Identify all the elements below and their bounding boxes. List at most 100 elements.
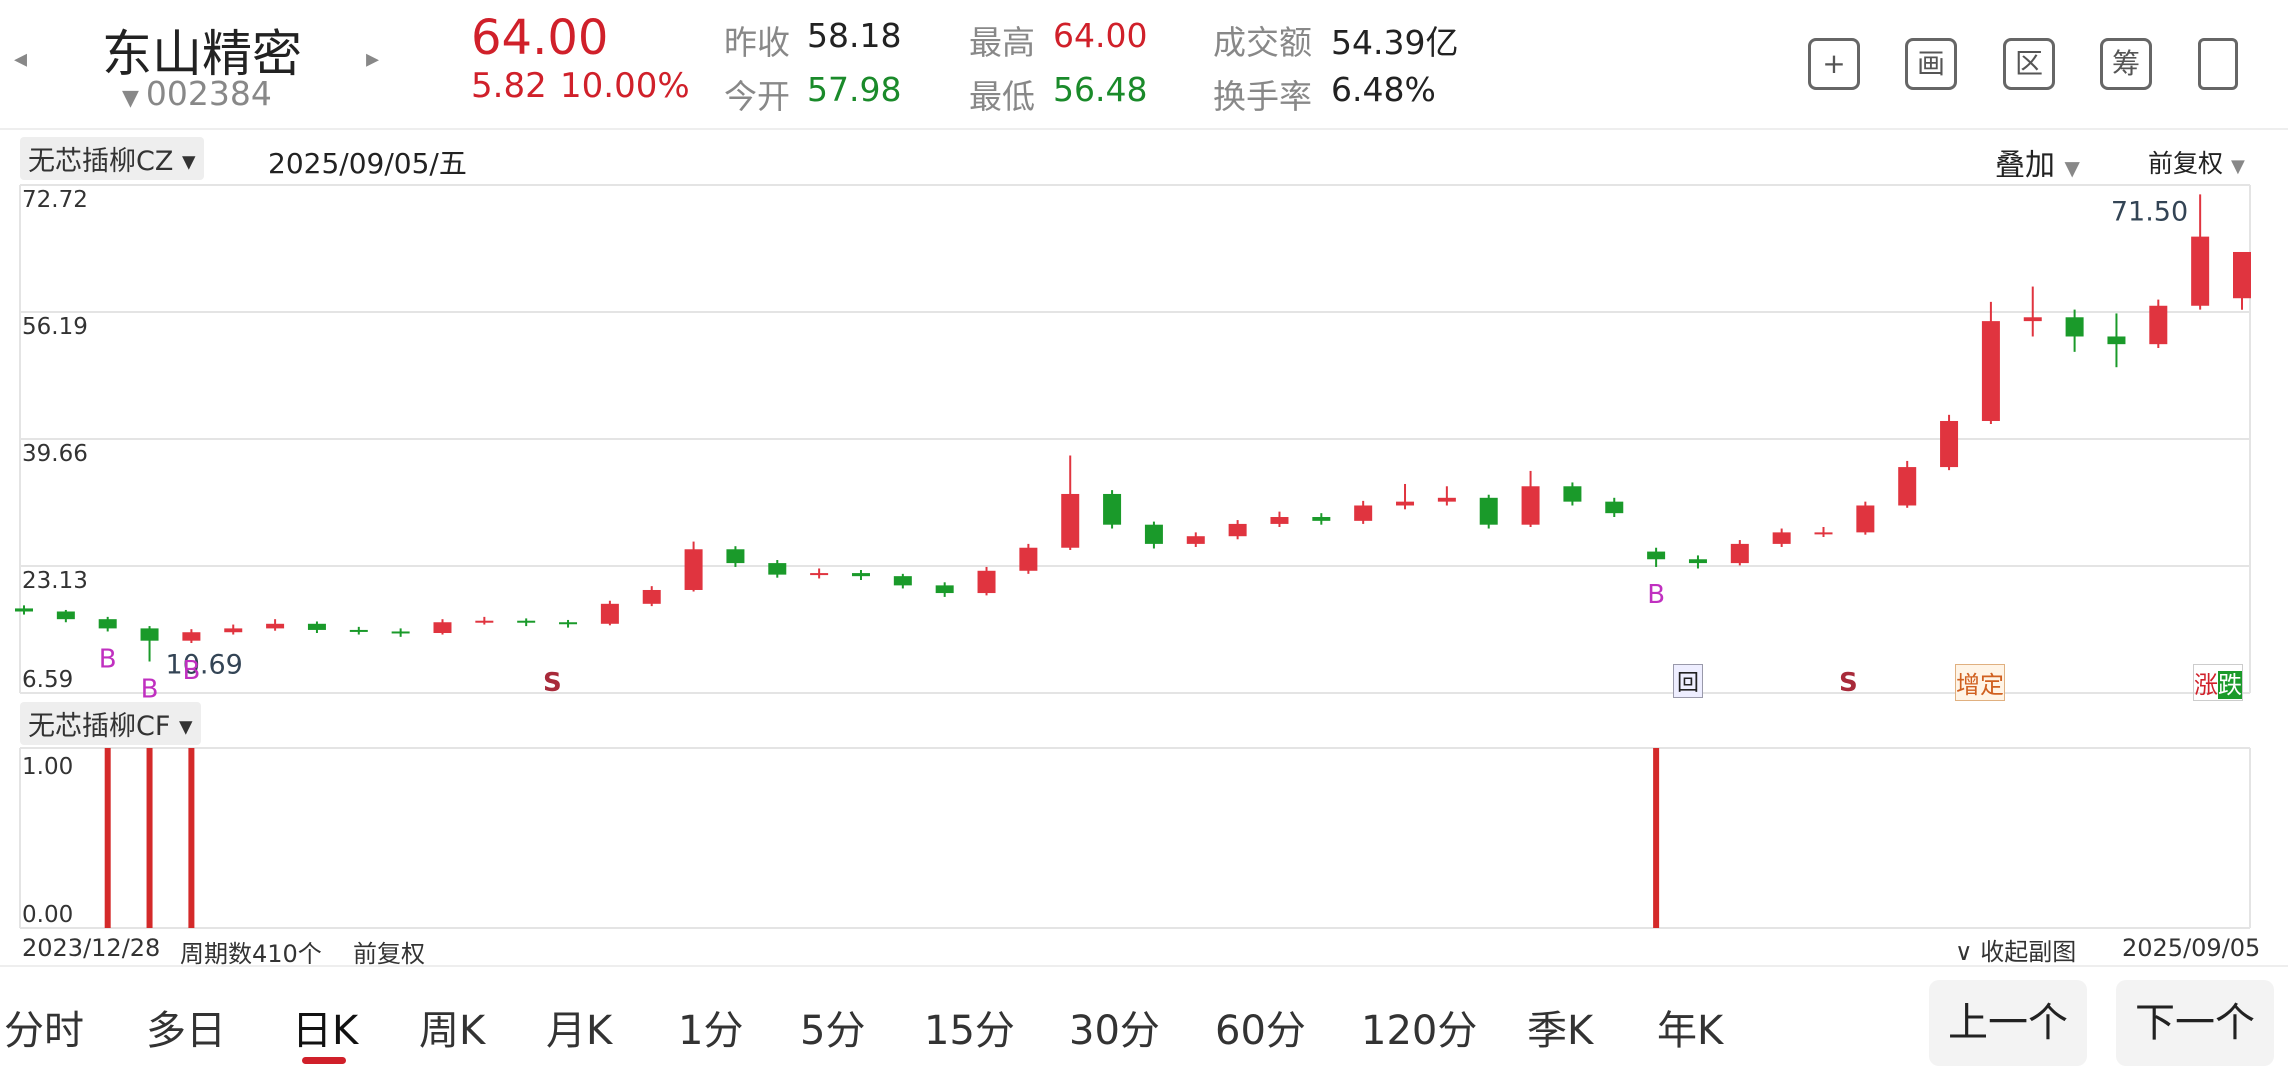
- stat-label: 最低: [969, 77, 1035, 116]
- tab[interactable]: 多日: [146, 1008, 226, 1054]
- candle-body: [1437, 497, 1456, 502]
- y-tick-label: 39.66: [22, 441, 88, 467]
- next-stock[interactable]: ▸: [366, 44, 380, 74]
- signal-label: B: [1647, 580, 1665, 610]
- marker-s: S: [1839, 668, 1858, 698]
- candle-body: [224, 628, 243, 633]
- stat-label: 成交额: [1213, 23, 1312, 62]
- adjust-footer: 前复权: [353, 940, 425, 968]
- start-date: 2023/12/28: [22, 934, 161, 962]
- chip-icon[interactable]: 筹: [2100, 38, 2152, 90]
- collapse[interactable]: ∨ 收起副图: [1955, 938, 2077, 966]
- adjust-label: 前复权: [2148, 149, 2224, 178]
- candle-body: [1605, 501, 1624, 514]
- tab[interactable]: 日K: [292, 1008, 359, 1054]
- indicator: 无芯插柳CZ: [28, 146, 174, 177]
- stat-value: 56.48: [1053, 70, 1148, 109]
- price: 64.00: [471, 10, 609, 66]
- candle-body: [391, 631, 410, 634]
- candle-body: [1688, 559, 1707, 564]
- phone-icon[interactable]: [2198, 38, 2238, 90]
- stat-value: 6.48%: [1331, 70, 1436, 109]
- candle-body: [726, 549, 745, 564]
- overlay-label: 叠加: [1995, 148, 2055, 183]
- marker-zengding: 增定: [1955, 664, 2005, 701]
- candle-body: [2149, 305, 2168, 345]
- candle-body: [1186, 536, 1205, 544]
- candle-body: [1730, 543, 1749, 564]
- candle-body: [642, 589, 661, 604]
- tab[interactable]: 周K: [419, 1008, 486, 1054]
- indicator-select[interactable]: 无芯插柳CZ ▾: [20, 137, 204, 180]
- candle-body: [140, 628, 159, 641]
- candle-body: [2191, 236, 2210, 306]
- candle-body: [349, 629, 368, 632]
- adjust[interactable]: 前复权 ▼: [2148, 149, 2245, 178]
- sub-tick-label: 0.00: [22, 902, 73, 928]
- next-button[interactable]: 下一个: [2116, 980, 2274, 1066]
- tab[interactable]: 5分: [800, 1008, 866, 1054]
- prev-stock[interactable]: ◂: [14, 44, 28, 74]
- candle-body: [15, 608, 33, 612]
- tab[interactable]: 60分: [1215, 1008, 1306, 1054]
- y-tick-label: 56.19: [22, 314, 88, 340]
- candle-body: [1144, 524, 1163, 544]
- sub-indicator-select[interactable]: 无芯插柳CF ▾: [20, 702, 201, 745]
- low-label: 10.69: [166, 650, 243, 681]
- marker-s: S: [543, 668, 562, 698]
- candle-body: [1396, 501, 1415, 506]
- candle-body: [1479, 497, 1498, 525]
- signal-bar: [188, 748, 195, 928]
- candle-body: [1940, 420, 1959, 468]
- candle-body: [266, 623, 285, 629]
- tab[interactable]: 15分: [924, 1008, 1015, 1054]
- tab[interactable]: 月K: [546, 1008, 613, 1054]
- candle-body: [1898, 467, 1917, 506]
- stat-value: 58.18: [807, 16, 902, 55]
- candle-body: [1814, 532, 1833, 535]
- tab[interactable]: 120分: [1361, 1008, 1478, 1054]
- die: 跌: [2218, 671, 2242, 699]
- candle-body: [935, 585, 954, 594]
- candle-body: [1354, 505, 1373, 521]
- sub-indicator: 无芯插柳CF: [28, 711, 171, 742]
- high-label: 71.50: [2111, 196, 2188, 227]
- candle-body: [2065, 317, 2084, 337]
- signal-label: B: [182, 656, 200, 686]
- signal-label: B: [141, 675, 159, 705]
- y-tick-label: 6.59: [22, 667, 73, 693]
- tab[interactable]: 1分: [678, 1008, 744, 1054]
- signal-bar: [1653, 748, 1660, 928]
- candle-body: [182, 632, 201, 641]
- candle-body: [1228, 523, 1247, 537]
- stat-label: 今开: [724, 77, 790, 116]
- candle-body: [475, 620, 494, 623]
- prev-button[interactable]: 上一个: [1929, 980, 2087, 1066]
- stock-code: ▼ 002384: [122, 74, 272, 113]
- tab[interactable]: 分时: [4, 1008, 84, 1054]
- tab[interactable]: 30分: [1069, 1008, 1160, 1054]
- collapse-label: 收起副图: [1980, 938, 2077, 966]
- add-icon[interactable]: +: [1808, 38, 1860, 90]
- period-count: 周期数410个: [180, 940, 322, 968]
- candle-body: [1772, 532, 1791, 544]
- candle-body: [56, 611, 75, 620]
- candle-body: [684, 549, 703, 590]
- overlay[interactable]: 叠加 ▼: [1995, 148, 2080, 183]
- tab[interactable]: 季K: [1527, 1008, 1594, 1054]
- marker-zhangdie: 涨跌: [2193, 664, 2243, 701]
- code: 002384: [145, 74, 272, 113]
- candle-body: [1521, 486, 1540, 525]
- candle-body: [2023, 317, 2042, 322]
- stat-label: 昨收: [724, 23, 790, 62]
- candle-body: [559, 622, 578, 625]
- divider: [0, 965, 2288, 967]
- candle-body: [1981, 321, 2000, 421]
- range-icon[interactable]: 区: [2003, 38, 2055, 90]
- zhang: 涨: [2194, 671, 2218, 699]
- tab[interactable]: 年K: [1657, 1008, 1724, 1054]
- signal-bar: [146, 748, 153, 928]
- draw-icon[interactable]: 画: [1905, 38, 1957, 90]
